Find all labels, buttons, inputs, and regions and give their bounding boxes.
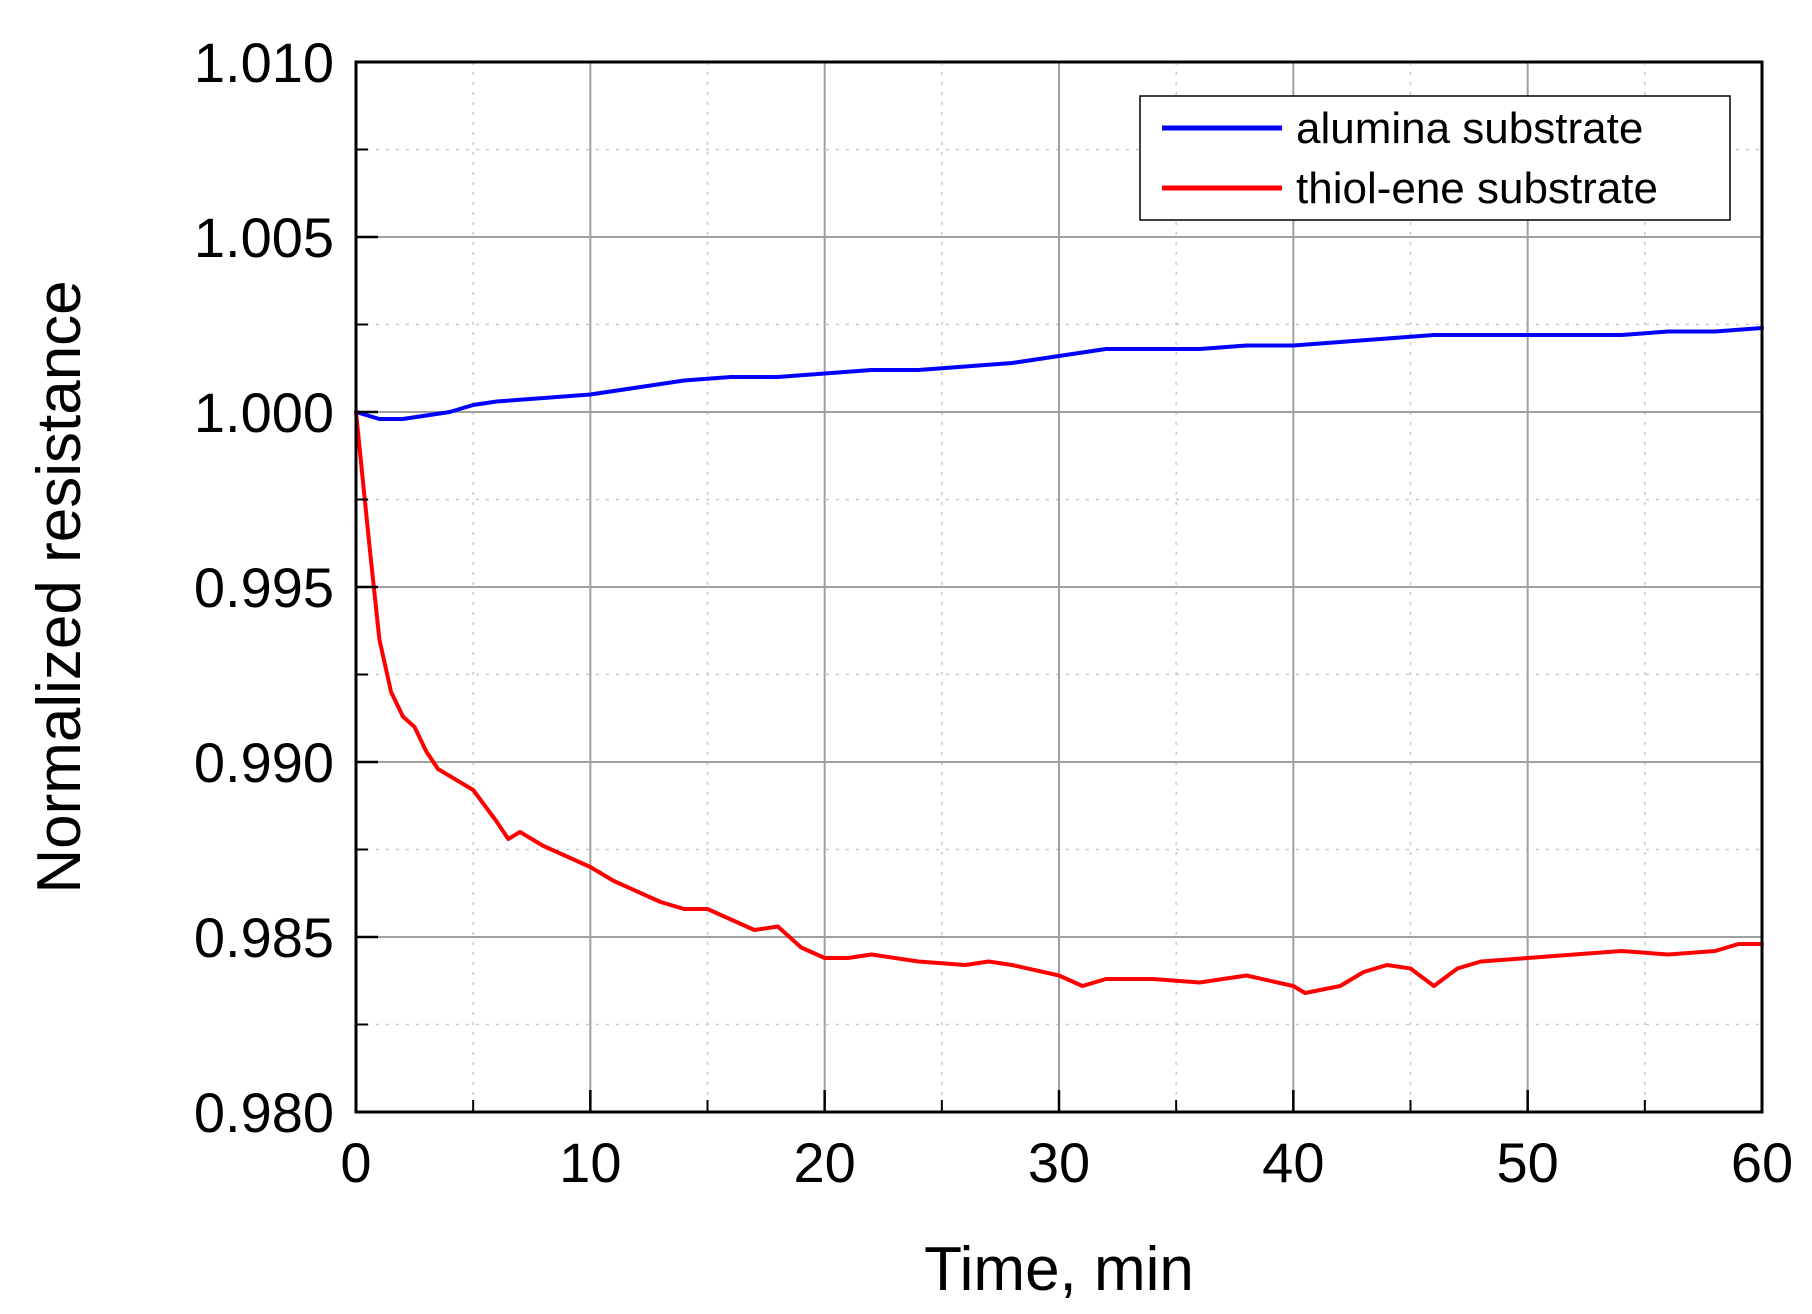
x-tick-label: 50 <box>1497 1131 1559 1194</box>
series-line-0 <box>354 326 1764 421</box>
legend-label-thiol-ene: thiol-ene substrate <box>1296 164 1658 213</box>
legend: alumina substrate thiol-ene substrate <box>1139 95 1731 221</box>
series-line-1 <box>354 410 1764 995</box>
x-tick-label: 20 <box>794 1131 856 1194</box>
x-tick-label: 0 <box>340 1131 371 1194</box>
y-tick-label: 1.005 <box>194 206 334 269</box>
x-tick-label: 40 <box>1262 1131 1324 1194</box>
x-tick-label: 10 <box>559 1131 621 1194</box>
x-tick-label: 60 <box>1731 1131 1793 1194</box>
legend-label-alumina: alumina substrate <box>1296 104 1643 153</box>
legend-box <box>1139 95 1731 221</box>
y-axis-title: Normalized resistance <box>25 280 94 893</box>
y-tick-label: 1.000 <box>194 381 334 444</box>
y-tick-label: 0.985 <box>194 906 334 969</box>
x-tick-label: 30 <box>1028 1131 1090 1194</box>
x-tick-labels: 0 10 20 30 40 50 60 <box>340 1131 1793 1194</box>
y-tick-label: 0.980 <box>194 1081 334 1144</box>
axis-ticks <box>354 60 1764 1114</box>
y-tick-label: 1.010 <box>194 31 334 94</box>
y-tick-label: 0.995 <box>194 556 334 619</box>
x-axis-title: Time, min <box>924 1235 1194 1304</box>
y-tick-labels: 0.980 0.985 0.990 0.995 1.000 1.005 1.010 <box>194 31 334 1144</box>
y-tick-label: 0.990 <box>194 731 334 794</box>
series-layer <box>354 326 1764 995</box>
